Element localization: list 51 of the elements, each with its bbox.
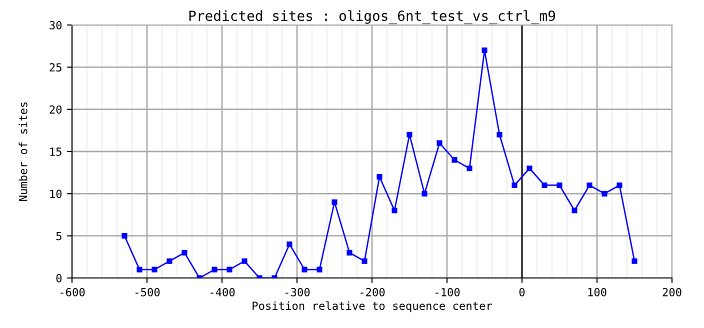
chart-title: Predicted sites : oligos_6nt_test_vs_ctrl_m9 xyxy=(189,10,556,24)
point xyxy=(302,266,308,272)
point xyxy=(482,48,488,54)
y-tick-label: 15 xyxy=(50,148,62,156)
point xyxy=(332,199,338,205)
point xyxy=(572,208,578,214)
x-tick-label: -200 xyxy=(360,288,385,296)
point xyxy=(122,233,128,239)
point xyxy=(542,182,548,188)
point xyxy=(586,182,592,188)
point xyxy=(452,157,458,163)
point xyxy=(152,266,158,272)
x-tick-label: 100 xyxy=(588,288,606,296)
x-axis-title: Position relative to sequence center xyxy=(252,301,492,312)
point xyxy=(362,258,368,264)
point xyxy=(392,208,398,214)
x-tick-label: -400 xyxy=(210,288,235,296)
point xyxy=(632,258,638,264)
point xyxy=(286,241,292,248)
x-tick-label: 200 xyxy=(662,288,682,296)
point xyxy=(496,132,502,138)
point xyxy=(182,250,188,256)
point xyxy=(346,250,352,256)
point xyxy=(466,166,472,172)
y-tick-label: 10 xyxy=(50,190,62,198)
point xyxy=(166,258,172,264)
point xyxy=(436,140,442,146)
point xyxy=(422,190,428,196)
point xyxy=(512,182,518,188)
point xyxy=(376,174,382,180)
y-tick-label: 0 xyxy=(56,274,62,282)
y-tick-label: 20 xyxy=(50,105,62,114)
point xyxy=(406,132,412,138)
y-tick-label: 25 xyxy=(50,63,62,72)
point xyxy=(616,182,622,188)
y-tick-label: 5 xyxy=(56,232,62,240)
x-tick-label: 0 xyxy=(519,288,525,296)
point xyxy=(226,266,232,272)
y-tick-label: 30 xyxy=(50,21,62,30)
y-axis-title: Number of sites xyxy=(18,102,28,201)
x-tick-label: -300 xyxy=(286,288,310,296)
point xyxy=(316,266,322,272)
point xyxy=(136,266,142,272)
point xyxy=(556,182,562,188)
x-tick-label: -100 xyxy=(436,288,460,296)
point xyxy=(212,266,218,272)
x-tick-label: -500 xyxy=(136,288,160,296)
point xyxy=(526,166,532,172)
point xyxy=(242,258,248,264)
x-tick-label: -600 xyxy=(60,288,85,296)
point xyxy=(602,190,608,196)
